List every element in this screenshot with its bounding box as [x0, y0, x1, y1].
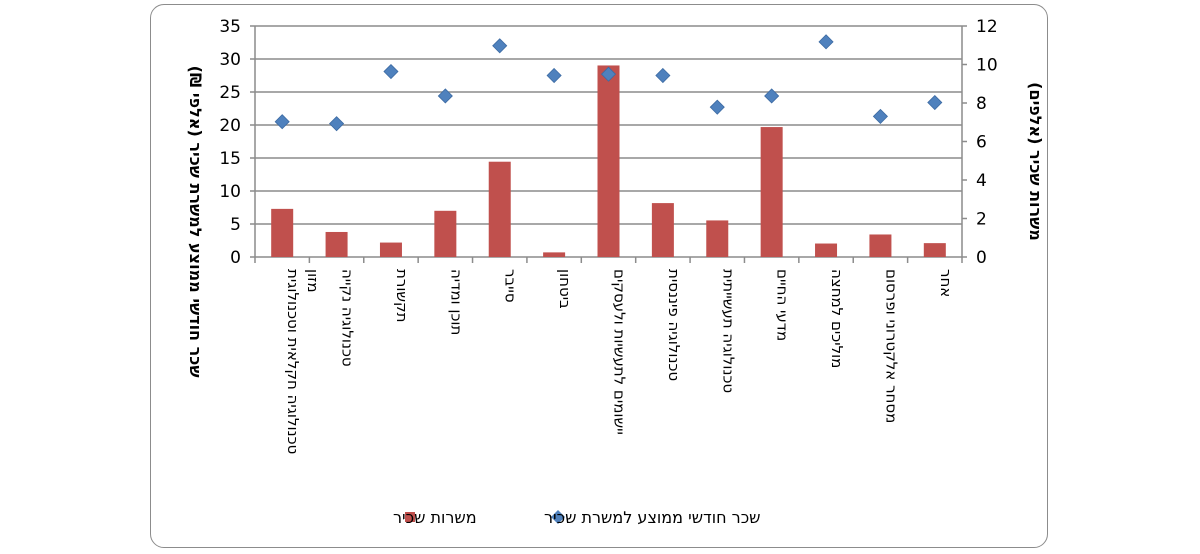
x-category-label: יישומים לתעשיות ולעסקים: [611, 269, 629, 435]
chart-frame: [150, 4, 1048, 548]
y-left-tick-label: 5: [230, 215, 241, 235]
bar: [597, 65, 620, 258]
bar: [815, 243, 838, 257]
x-category-label: מזון: [304, 269, 322, 293]
y-right-tick-label: 12: [976, 17, 998, 37]
x-category-label: טכנולוגיה תעשייתית: [719, 269, 737, 393]
y-left-tick-label: 25: [219, 83, 241, 103]
salary-marker: [437, 88, 453, 104]
salary-marker: [274, 114, 290, 130]
salary-marker: [927, 94, 943, 111]
salary-marker: [600, 66, 617, 82]
legend-marker-positions: [405, 512, 415, 522]
salary-marker: [764, 88, 780, 104]
bar: [434, 210, 457, 257]
y-right-axis-title: משרות שכיר (אלפים): [1026, 82, 1045, 241]
x-category-label: סייבר: [502, 269, 520, 303]
x-category-label: טכנולוגיה נקייה: [339, 269, 357, 367]
y-right-tick-label: 0: [976, 248, 987, 268]
x-category-label: תוכן ומדיה: [447, 269, 465, 335]
bar: [651, 203, 674, 257]
x-category-label: מסחר אלקטרוני ופרסום: [882, 269, 900, 423]
legend-marker-salary: [551, 510, 565, 524]
y-left-tick-label: 35: [219, 17, 241, 37]
bar: [325, 231, 348, 257]
bar: [706, 220, 729, 257]
bar: [923, 243, 946, 257]
salary-marker: [329, 116, 345, 132]
bar: [488, 161, 511, 257]
salary-marker: [546, 67, 562, 84]
y-left-tick-label: 30: [219, 50, 241, 70]
y-left-tick-label: 20: [219, 116, 241, 136]
salary-marker: [872, 108, 888, 124]
salary-marker: [709, 99, 725, 115]
y-left-tick-label: 10: [219, 182, 241, 202]
x-category-label: מדעי החיים: [774, 269, 792, 341]
bar: [379, 242, 402, 257]
bar: [760, 127, 783, 257]
x-category-label: תקשורת: [393, 269, 411, 323]
legend-label-salary: שכר חודשי ממוצע למשרת שכיר: [544, 508, 760, 527]
y-right-tick-label: 8: [976, 94, 987, 114]
bar: [543, 252, 566, 257]
salary-marker: [655, 67, 671, 84]
x-category-label: טכנולוגיה פיננסית: [665, 269, 683, 381]
y-left-tick-label: 15: [219, 149, 241, 169]
y-right-tick-label: 10: [976, 56, 998, 76]
salary-marker: [492, 38, 508, 54]
y-left-tick-label: 0: [230, 248, 241, 268]
y-right-tick-label: 4: [976, 171, 987, 191]
x-category-label: מוליכים למחצה: [828, 269, 846, 368]
bar: [869, 234, 892, 257]
y-right-tick-label: 2: [976, 210, 987, 230]
salary-marker: [383, 63, 399, 80]
x-category-label: אחר: [937, 269, 955, 297]
bar: [271, 208, 294, 257]
legend-label-positions: משרות שכיר: [393, 508, 477, 527]
y-left-axis-title: שכר חודשי ממוצע למשרת שכיר (אלפי ₪): [186, 66, 205, 378]
salary-marker: [818, 34, 834, 50]
y-right-tick-label: 6: [976, 133, 987, 153]
x-category-label: ביטחון: [556, 269, 574, 309]
x-category-label: טכנולוגיה חקלאית וטכנולוגית: [284, 269, 302, 454]
